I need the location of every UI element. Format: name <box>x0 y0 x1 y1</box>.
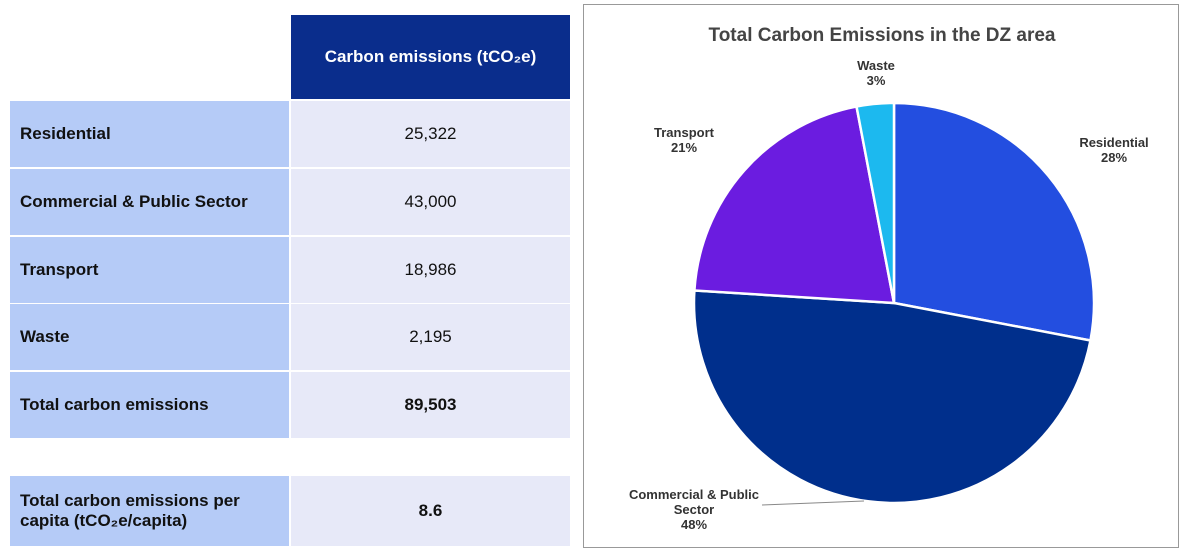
pie-slice <box>855 101 896 304</box>
pie-svg <box>692 101 1096 506</box>
slice-label: Waste 3% <box>846 58 906 88</box>
slice-percent: 21% <box>670 140 698 155</box>
chart: Total Carbon Emissions in the DZ area Re… <box>583 4 1179 548</box>
row-label: Transport <box>10 237 289 303</box>
row-value: 89,503 <box>291 372 570 438</box>
row-value: 2,195 <box>291 304 570 370</box>
leader-line <box>761 500 865 506</box>
row-label: Residential <box>10 101 289 167</box>
row-value: 43,000 <box>291 169 570 235</box>
slice-label: Transport 21% <box>634 125 734 155</box>
row-value: 8.6 <box>291 476 570 546</box>
row-label: Total carbon emissions <box>10 372 289 438</box>
slice-label: Commercial & Public Sector 48% <box>624 487 764 532</box>
slice-percent: 3% <box>866 73 886 88</box>
pie-slice <box>892 101 1096 342</box>
chart-title: Total Carbon Emissions in the DZ area <box>708 25 1056 46</box>
row-label: Commercial & Public Sector <box>10 169 289 235</box>
slice-percent: 28% <box>1100 150 1128 165</box>
row-label: Total carbon emissions per capita (tCO₂e… <box>10 476 289 546</box>
row-value: 18,986 <box>291 237 570 303</box>
pie-slice <box>692 289 1092 505</box>
slice-percent: 48% <box>680 517 708 532</box>
slice-category: Transport <box>654 125 714 140</box>
slice-category: Commercial & Public Sector <box>628 487 760 517</box>
column-header: Carbon emissions (tCO₂e) <box>291 15 570 99</box>
slice-label: Residential 28% <box>1054 135 1174 165</box>
slice-category: Waste <box>857 58 895 73</box>
row-value: 25,322 <box>291 101 570 167</box>
row-label: Waste <box>10 304 289 370</box>
slice-category: Residential <box>1079 135 1149 150</box>
pie-slice <box>693 105 896 305</box>
